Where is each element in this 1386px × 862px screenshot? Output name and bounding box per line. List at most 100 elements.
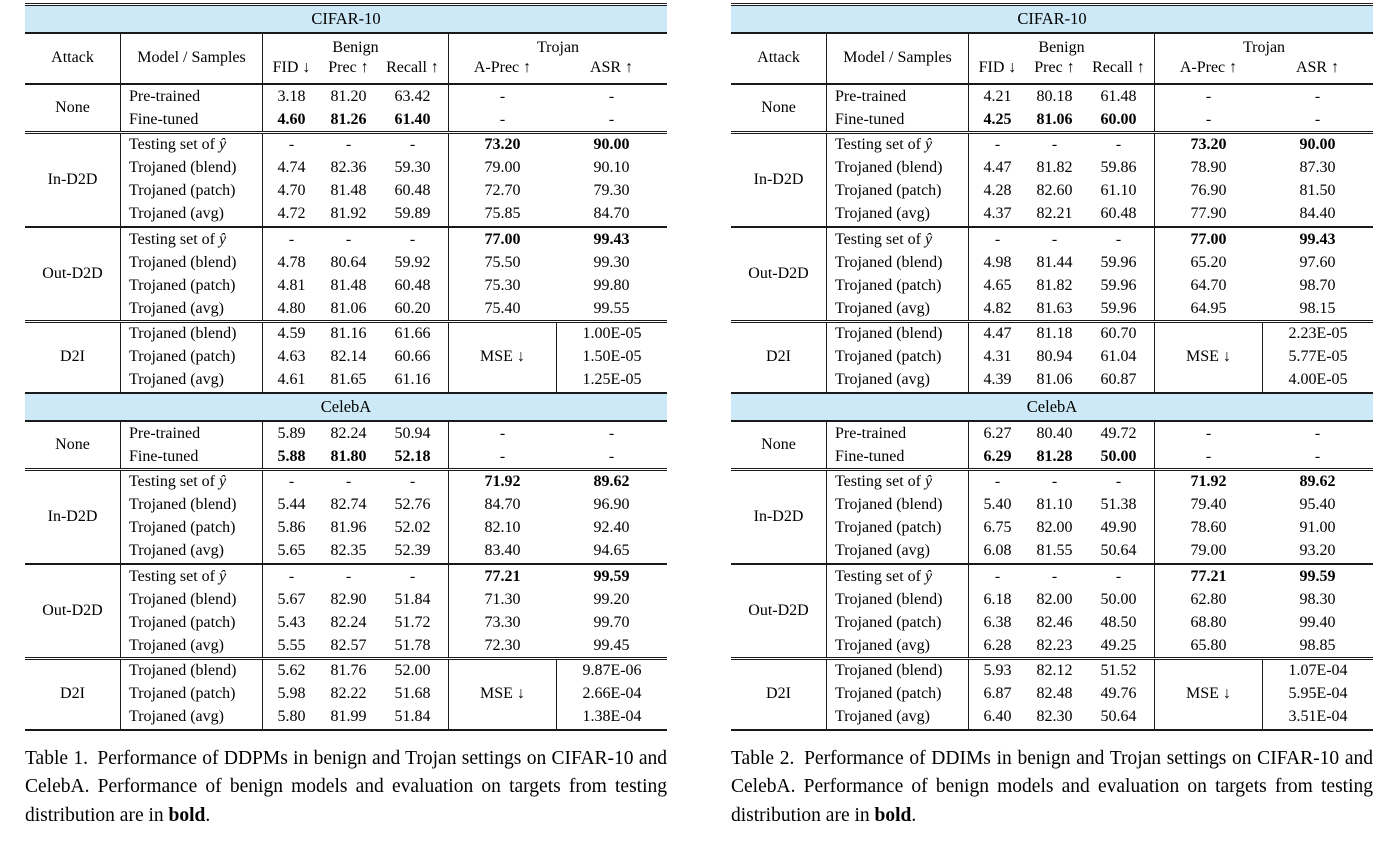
model-label: Testing set of ŷ — [826, 565, 968, 588]
metric-value: 82.60 — [1036, 182, 1073, 199]
table-row: In-D2D Testing set of ŷ - - -73.20 90.00 — [731, 133, 1373, 188]
metric-value: - — [1314, 110, 1321, 128]
metric-value: 65.80 — [1154, 634, 1262, 657]
metric-value: - — [409, 567, 416, 585]
metric-value: 97.60 — [1299, 253, 1336, 271]
metric-value: 99.45 — [593, 636, 630, 654]
double-rule — [25, 82, 667, 85]
metric-value: 82.30 — [1036, 708, 1073, 725]
metric-value: 82.00 — [1036, 519, 1073, 536]
trojan-group-header: Trojan — [1154, 33, 1373, 58]
metric-value: - — [968, 565, 1026, 588]
metric-value: 4.98 — [968, 251, 1026, 274]
metric-value: - — [1115, 136, 1122, 153]
table-row: Trojaned (avg) 6.08 81.55 50.64 79.00 93.20 — [731, 539, 1373, 563]
rule-line — [25, 225, 667, 228]
model-label: Trojaned (patch) — [826, 516, 968, 540]
metric-value: 49.90 — [1100, 519, 1137, 536]
table-row: None Pre-trained 4.21 80.18 61.48- - — [731, 85, 1373, 116]
mse-label: MSE ↓ — [448, 322, 556, 392]
mse-label: MSE ↓ — [1154, 659, 1262, 729]
rule-line — [731, 468, 1373, 471]
ddim-performance-table: CIFAR-10 Attack Model / Samples Benign Troja… — [731, 3, 1373, 731]
table-row: Trojaned (avg) 4.72 81.92 59.89 75.85 84.70 — [25, 202, 667, 226]
metric-value: 81.65 — [330, 371, 367, 388]
metric-value: 98.15 — [1299, 299, 1336, 317]
metric-value: 6.29 — [968, 445, 1026, 468]
rule-line — [731, 131, 1373, 134]
mse-label: MSE ↓ — [448, 659, 556, 729]
model-label: Trojaned (patch) — [120, 611, 262, 634]
metric-value: 77.21 — [448, 565, 556, 588]
metric-value: 59.89 — [394, 205, 431, 222]
caption-label: Table 2. — [731, 747, 795, 769]
metric-value: - — [1051, 473, 1058, 490]
metric-value: 81.20 — [330, 87, 367, 105]
metric-value: 99.70 — [593, 613, 630, 631]
metric-value: 82.12 — [1036, 662, 1073, 679]
metric-value: 50.64 — [1100, 542, 1137, 559]
header-row-groups: Attack Model / Samples Benign Trojan — [25, 33, 667, 83]
metric-value: 82.22 — [330, 685, 367, 702]
metric-value: 80.40 — [1036, 424, 1073, 442]
y-hat-symbol: ŷ — [924, 567, 933, 585]
metric-value: 82.24 — [330, 613, 367, 631]
double-rule — [25, 225, 667, 228]
metric-value: 50.64 — [1100, 708, 1137, 725]
y-hat-symbol: ŷ — [924, 136, 933, 153]
model-label: Trojaned (blend) — [826, 659, 968, 683]
table-row: Trojaned (avg) 6.40 82.30 50.64 3.51E-04 — [731, 705, 1373, 729]
metric-value: 81.44 — [1036, 253, 1073, 271]
metric-column-header: Recall ↑ — [386, 58, 439, 76]
metric-value: 61.04 — [1100, 348, 1137, 365]
metric-value: 4.65 — [968, 274, 1026, 297]
metric-value: 59.30 — [394, 159, 431, 176]
metric-value: 5.67 — [262, 588, 320, 611]
metric-value: - — [262, 565, 320, 588]
rule-line — [25, 131, 667, 134]
metric-value: 65.20 — [1154, 251, 1262, 274]
metric-value: 98.70 — [1299, 276, 1336, 294]
rule-line — [25, 82, 667, 85]
metric-column-header: ASR ↑ — [1295, 58, 1340, 76]
attack-label: In-D2D — [753, 507, 804, 525]
table-row: Trojaned (blend) 4.47 81.82 59.86 78.90 87.30 — [731, 156, 1373, 180]
table-row: Trojaned (blend) 5.44 82.74 52.76 84.70 96.90 — [25, 493, 667, 517]
table-row: None Pre-trained 6.27 80.40 49.72- - — [731, 422, 1373, 453]
metric-value: 90.00 — [1299, 136, 1336, 153]
rule-line — [25, 468, 667, 471]
metric-value: 4.39 — [968, 368, 1026, 392]
model-label: Testing set of ŷ — [826, 470, 968, 494]
metric-value: 6.28 — [968, 634, 1026, 657]
rule-line — [731, 562, 1373, 565]
metric-value: - — [608, 110, 615, 128]
metric-value: 4.47 — [968, 156, 1026, 180]
metric-value: 84.70 — [593, 205, 630, 222]
metric-value: 61.16 — [394, 371, 431, 388]
table-row: Trojaned (patch) 4.81 81.48 60.48 75.30 99.80 — [25, 274, 667, 297]
model-label: Fine-tuned — [826, 445, 968, 468]
metric-value: 72.70 — [448, 179, 556, 203]
metric-value: 52.39 — [394, 542, 431, 559]
caption-suffix: . — [205, 805, 211, 827]
metric-value: - — [262, 470, 320, 494]
metric-value: 50.00 — [1100, 447, 1137, 465]
metric-value: - — [1051, 230, 1058, 248]
metric-value: - — [1154, 445, 1262, 468]
y-hat-symbol: ŷ — [924, 230, 933, 248]
metric-value: 51.84 — [394, 708, 431, 725]
table-row: Trojaned (avg) 4.82 81.63 59.96 64.95 98.15 — [731, 297, 1373, 320]
metric-value: 52.18 — [394, 447, 431, 465]
metric-value: 4.47 — [968, 322, 1026, 346]
metric-value: - — [262, 133, 320, 157]
metric-value: 99.55 — [593, 299, 630, 317]
metric-value: 75.30 — [448, 274, 556, 297]
metric-value: 59.86 — [1100, 159, 1137, 176]
metric-value: 6.38 — [968, 611, 1026, 634]
metric-value: 99.43 — [1299, 230, 1336, 248]
table-row: Trojaned (patch) 6.87 82.48 49.76 5.95E-04 — [731, 682, 1373, 706]
metric-value: 99.30 — [593, 253, 630, 271]
caption-bold-word: bold — [874, 805, 912, 827]
table-row: Trojaned (patch) 4.31 80.94 61.04 5.77E-05 — [731, 345, 1373, 369]
metric-value: 99.20 — [593, 590, 630, 608]
